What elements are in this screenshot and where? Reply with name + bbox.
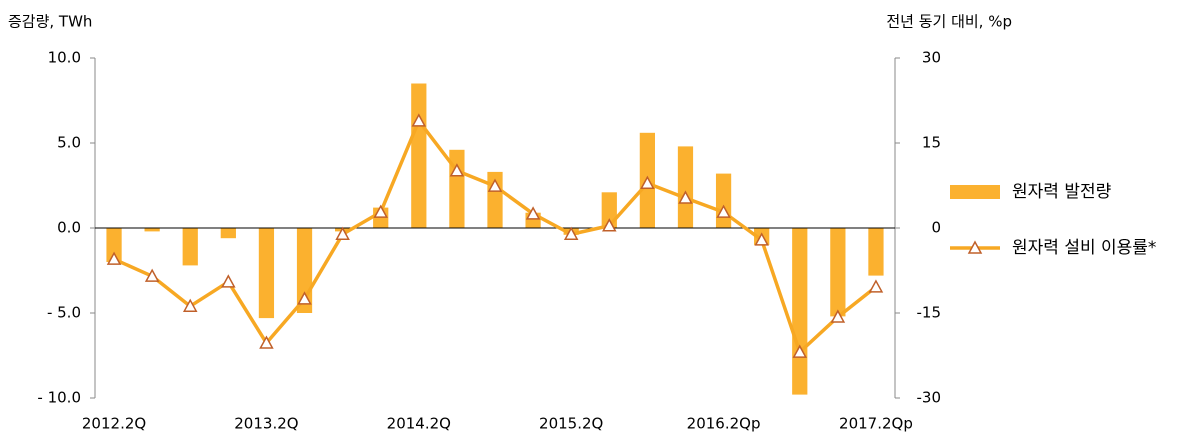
legend-marker [967, 240, 983, 254]
y2-tick-label: 0 [931, 219, 941, 237]
y2-tick-label: 30 [922, 49, 941, 67]
bar [144, 228, 160, 232]
x-tick-label: 2012.2Q [82, 415, 146, 433]
bar [182, 228, 198, 266]
y2-tick-label: -30 [917, 389, 942, 407]
x-tick-label: 2014.2Q [387, 415, 451, 433]
bar [830, 228, 846, 317]
y-tick-label: 0.0 [57, 219, 81, 237]
x-tick-label: 2013.2Q [234, 415, 298, 433]
legend-label: 원자력 설비 이용률* [1012, 238, 1156, 258]
marker [449, 163, 465, 177]
bar [220, 228, 236, 239]
marker [754, 232, 769, 246]
marker [678, 190, 693, 204]
x-tick-label: 2017.2Qp [839, 415, 913, 433]
marker [297, 291, 312, 305]
marker [868, 279, 884, 293]
marker [563, 226, 579, 240]
y-tick-label: - 5.0 [47, 304, 81, 322]
y2-tick-label: 15 [922, 134, 941, 152]
marker [411, 113, 427, 127]
marker [602, 218, 617, 232]
legend-swatch [950, 185, 1000, 199]
bar [715, 173, 732, 228]
marker [792, 344, 808, 358]
y-axis-title: 증감량, TWh [8, 13, 92, 31]
marker [144, 268, 160, 282]
bar [106, 228, 122, 262]
bar [677, 146, 694, 228]
marker [487, 178, 503, 192]
marker [259, 335, 274, 349]
bar [792, 228, 808, 395]
marker [525, 206, 541, 220]
bar [411, 83, 427, 228]
x-tick-label: 2015.2Q [539, 415, 603, 433]
marker [640, 175, 655, 189]
marker [335, 226, 350, 240]
legend-label: 원자력 발전량 [1012, 182, 1112, 202]
y-tick-label: 5.0 [57, 134, 81, 152]
bar [868, 228, 884, 276]
bar [449, 149, 465, 228]
marker [373, 204, 388, 218]
y2-tick-label: -15 [917, 304, 942, 322]
y-tick-label: 10.0 [48, 49, 81, 67]
marker [221, 274, 236, 288]
x-tick-label: 2016.2Qp [687, 415, 761, 433]
marker [182, 298, 198, 312]
marker [830, 309, 846, 323]
bar [258, 228, 275, 319]
marker [106, 251, 122, 265]
y2-axis-title: 전년 동기 대비, %p [886, 13, 1012, 31]
y-tick-label: - 10.0 [37, 389, 81, 407]
marker [716, 204, 731, 218]
